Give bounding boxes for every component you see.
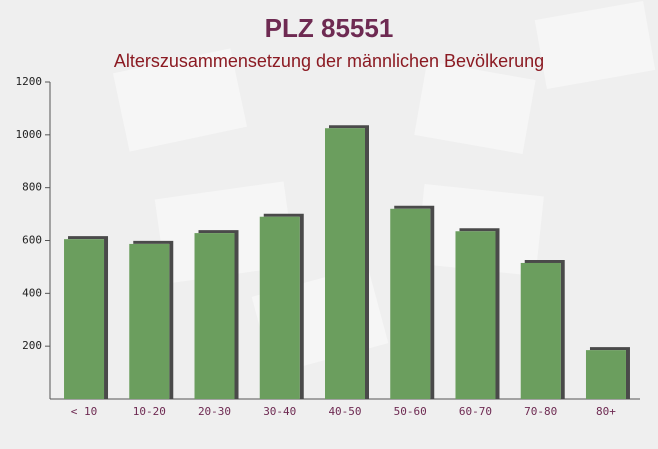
y-tick-label: 800 <box>22 181 42 194</box>
bar <box>390 208 431 399</box>
x-tick-label: 20-30 <box>198 405 231 418</box>
y-tick-label: 200 <box>22 339 42 352</box>
x-tick-label: < 10 <box>71 405 98 418</box>
bar <box>259 216 300 399</box>
x-tick-label: 60-70 <box>459 405 492 418</box>
x-tick-label: 10-20 <box>133 405 166 418</box>
x-tick-label: 40-50 <box>328 405 361 418</box>
y-tick-label: 400 <box>22 286 42 299</box>
bar <box>325 128 365 399</box>
y-tick-label: 1000 <box>16 128 43 141</box>
bar <box>129 243 170 399</box>
chart-subtitle: Alterszusammensetzung der männlichen Bev… <box>114 51 544 71</box>
x-tick-label: 70-80 <box>524 405 557 418</box>
x-tick-label: 80+ <box>596 405 616 418</box>
y-tick-label: 1200 <box>16 75 43 88</box>
bar <box>194 233 235 399</box>
bar <box>520 262 561 399</box>
x-tick-label: 30-40 <box>263 405 296 418</box>
bar <box>455 231 496 399</box>
x-tick-label: 50-60 <box>394 405 427 418</box>
chart-title: PLZ 85551 <box>265 13 394 43</box>
bar <box>585 350 626 399</box>
y-tick-label: 600 <box>22 234 42 247</box>
bar <box>64 239 105 399</box>
